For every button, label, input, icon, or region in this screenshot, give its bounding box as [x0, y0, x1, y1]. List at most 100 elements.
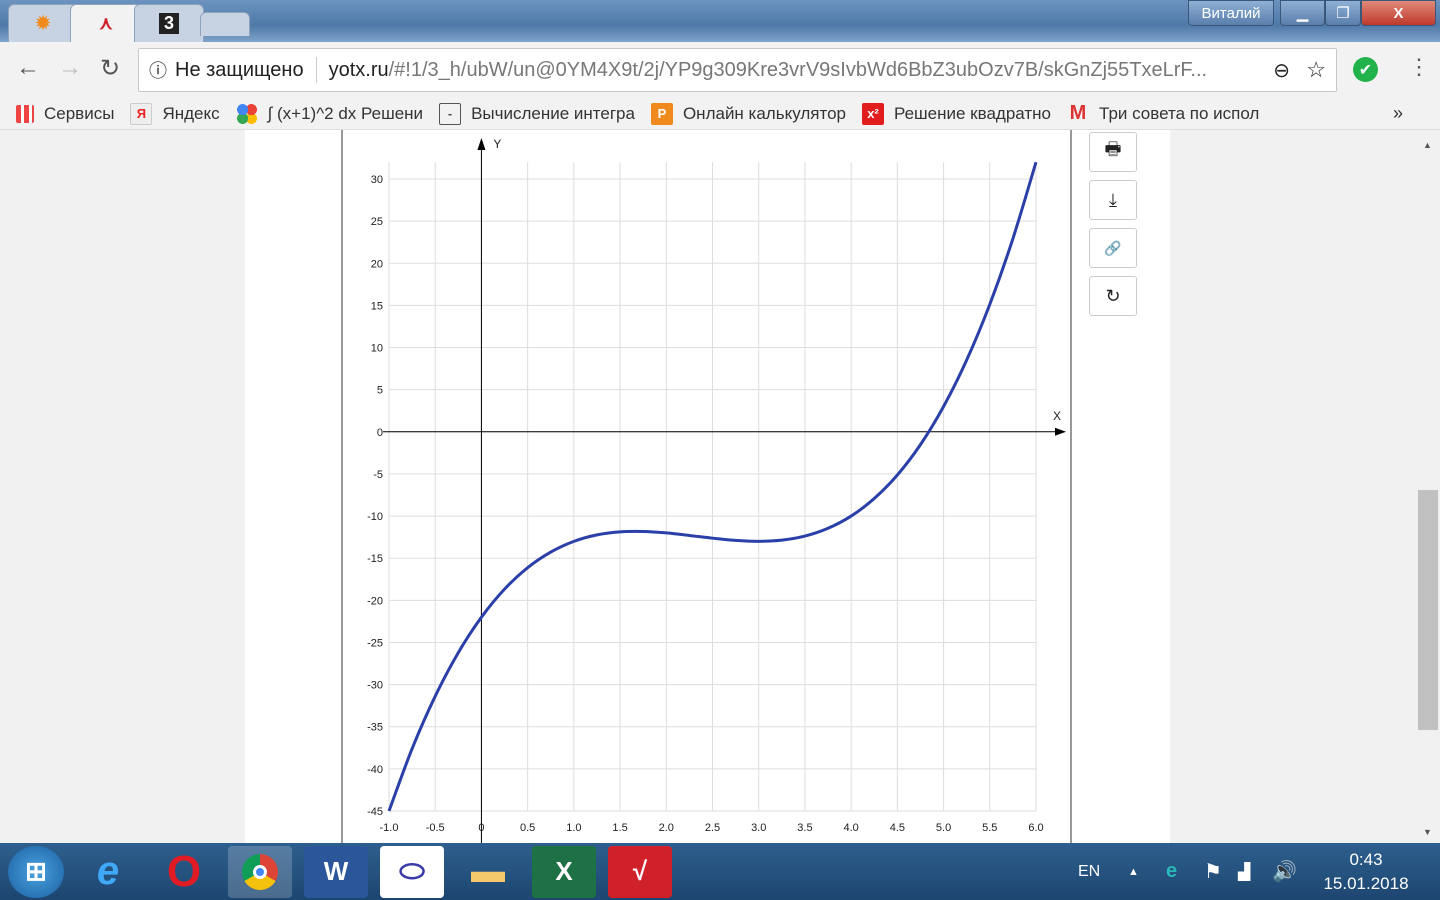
- extension-check-icon[interactable]: ✔: [1353, 57, 1378, 82]
- language-indicator[interactable]: EN: [1078, 862, 1101, 880]
- tab-1[interactable]: ✹: [8, 4, 78, 42]
- y-axis-label: Y: [493, 137, 501, 151]
- x-tick-label: 4.5: [890, 822, 905, 834]
- restore-button[interactable]: ❐: [1325, 0, 1361, 26]
- gmail-icon: M: [1069, 102, 1087, 124]
- scroll-up-icon[interactable]: ▲: [1423, 140, 1432, 150]
- x-tick-label: 2.0: [659, 822, 674, 834]
- y-tick-label: -35: [367, 722, 383, 734]
- word-icon: W: [323, 856, 349, 886]
- scroll-down-icon[interactable]: ▼: [1423, 827, 1432, 837]
- new-tab-button[interactable]: [200, 12, 250, 36]
- volume-icon[interactable]: 🔊: [1272, 861, 1297, 883]
- x-tick-label: 1.5: [612, 822, 627, 834]
- title-bar: ✹ ⋏ 3 Виталий ▁ ❐ X: [0, 0, 1440, 42]
- x-tick-label: 5.0: [936, 822, 951, 834]
- taskbar-opera[interactable]: O: [152, 846, 216, 898]
- minimize-button[interactable]: ▁: [1280, 0, 1325, 26]
- x-tick-label: -0.5: [426, 822, 445, 834]
- y-tick-label: -45: [367, 806, 383, 818]
- zoom-out-icon[interactable]: ⊖: [1273, 59, 1290, 82]
- sun-icon: ✹: [35, 13, 51, 33]
- tab-2-active[interactable]: ⋏: [70, 4, 142, 42]
- profile-button[interactable]: Виталий: [1188, 0, 1274, 26]
- x-tick-label: 4.0: [843, 822, 858, 834]
- tray-expand-icon[interactable]: ▲: [1128, 865, 1139, 878]
- close-button[interactable]: X: [1361, 0, 1436, 26]
- taskbar-word[interactable]: W: [304, 845, 368, 898]
- menu-icon[interactable]: ⋮: [1408, 54, 1430, 79]
- start-button[interactable]: ⊞: [8, 845, 64, 898]
- network-icon[interactable]: ▟: [1238, 863, 1251, 881]
- apps-icon: [16, 104, 34, 123]
- x-axis-label: X: [1053, 409, 1061, 423]
- x-axis-arrow: [1055, 427, 1066, 436]
- scrollbar-thumb[interactable]: [1418, 490, 1438, 730]
- date: 15.01.2018: [1323, 873, 1409, 893]
- bookmark-label: Яндекс: [162, 103, 220, 123]
- taskbar-explorer[interactable]: ▬: [456, 846, 520, 898]
- windows-icon: ⊞: [25, 856, 47, 886]
- print-icon: 🖶: [1104, 139, 1122, 159]
- bookmark-yandex[interactable]: Я Яндекс: [130, 102, 220, 125]
- time: 0:43: [1349, 849, 1383, 869]
- y-tick-label: 5: [377, 385, 383, 397]
- z-icon: 3: [158, 13, 179, 34]
- security-label: Не защищено: [175, 58, 304, 81]
- opera-icon: O: [166, 846, 202, 896]
- y-tick-label: -20: [367, 595, 383, 607]
- y-tick-label: -15: [367, 553, 383, 565]
- bookmark-services[interactable]: Сервисы: [16, 104, 114, 124]
- star-icon[interactable]: ☆: [1306, 57, 1326, 82]
- function-curve: [387, 161, 1038, 812]
- back-icon[interactable]: ←: [16, 54, 40, 81]
- bookmarks-bar: Сервисы Я Яндекс ∫ (x+1)^2 dx Решени - Выч…: [0, 98, 1440, 130]
- link-icon: 🔗: [1104, 239, 1122, 256]
- bookmark-label: Сервисы: [44, 103, 115, 123]
- bookmark-label: Три совета по испол: [1099, 103, 1260, 123]
- bookmark-label: Решение квадратно: [893, 103, 1052, 123]
- bookmarks-more-button[interactable]: »: [1393, 103, 1404, 123]
- taskbar-geogebra[interactable]: ⬭: [380, 845, 444, 898]
- address-bar[interactable]: ⓘ Не защищено yotx.ru/#!1/3_h/ubW/un@0YM…: [138, 48, 1337, 92]
- bookmark-label: Онлайн калькулятор: [682, 103, 846, 123]
- bookmark-calculator[interactable]: P Онлайн калькулятор: [650, 102, 846, 125]
- x-tick-label: -1.0: [380, 822, 399, 834]
- bookmark-quadratic[interactable]: x² Решение квадратно: [861, 102, 1052, 125]
- reload-icon[interactable]: ↻: [100, 55, 121, 82]
- y-tick-label: -40: [367, 764, 383, 776]
- share-button[interactable]: ↻: [1089, 276, 1137, 316]
- download-button[interactable]: ⤓: [1089, 180, 1137, 220]
- taskbar-ie[interactable]: e: [76, 846, 140, 898]
- yandex-icon: Я: [130, 102, 153, 125]
- excel-icon: X: [555, 856, 573, 886]
- link-button[interactable]: 🔗: [1089, 228, 1137, 268]
- x-tick-label: 1.0: [566, 822, 581, 834]
- graph-icon: ⋏: [99, 13, 113, 33]
- tab-3[interactable]: 3: [134, 4, 204, 42]
- bookmark-integral[interactable]: ∫ (x+1)^2 dx Решени: [235, 102, 423, 125]
- google-dots-icon: [235, 102, 258, 125]
- y-tick-label: -30: [367, 680, 383, 692]
- scrollbar[interactable]: ▲ ▼: [1416, 130, 1440, 843]
- y-tick-label: -25: [367, 637, 383, 649]
- taskbar-chrome[interactable]: [228, 845, 292, 898]
- eset-icon[interactable]: e: [1166, 860, 1178, 882]
- x-tick-label: 2.5: [705, 822, 720, 834]
- y-tick-label: -5: [373, 469, 383, 481]
- taskbar-app[interactable]: √: [608, 845, 672, 898]
- y-axis-arrow: [477, 138, 486, 150]
- taskbar-excel[interactable]: X: [532, 845, 596, 898]
- forward-icon[interactable]: →: [58, 54, 82, 81]
- x-tick-label: 0.5: [520, 822, 535, 834]
- y-tick-label: 10: [371, 343, 383, 355]
- url-path: /#!1/3_h/ubW/un@0YM4X9t/2j/YP9g309Kre3vr…: [388, 58, 1208, 81]
- clock[interactable]: 0:43 15.01.2018: [1320, 843, 1412, 900]
- calculator-icon: P: [650, 102, 673, 125]
- bookmark-gmail[interactable]: M Три совета по испол: [1067, 102, 1260, 125]
- flag-icon[interactable]: ⚑: [1204, 861, 1222, 883]
- bookmark-integral-calc[interactable]: - Вычисление интегра: [439, 102, 635, 125]
- y-tick-label: -10: [367, 511, 383, 523]
- print-button[interactable]: 🖶: [1089, 132, 1137, 172]
- browser-toolbar: ← → ↻ ⓘ Не защищено yotx.ru/#!1/3_h/ubW/…: [0, 42, 1440, 98]
